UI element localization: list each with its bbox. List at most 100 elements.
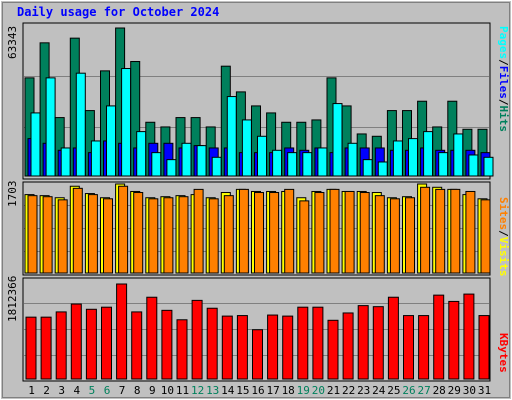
bar-kbytes-day-9 (146, 296, 158, 380)
bar-sites-day-11 (178, 196, 189, 274)
bar-pages-day-13 (211, 156, 222, 177)
bar-sites-day-5 (87, 194, 98, 274)
x-label-day-20: 20 (311, 384, 326, 397)
bars-hits-files-pages (24, 27, 494, 177)
bar-sites-day-15 (238, 188, 249, 274)
x-label-day-1: 1 (28, 384, 35, 397)
bar-pages-day-7 (121, 68, 132, 177)
bar-kbytes-day-12 (191, 299, 203, 380)
bar-kbytes-day-29 (448, 300, 460, 380)
bar-pages-day-14 (226, 96, 237, 177)
bar-kbytes-day-5 (85, 308, 97, 380)
bar-kbytes-day-20 (312, 306, 324, 380)
bar-pages-day-1 (30, 112, 41, 177)
bar-sites-day-9 (148, 198, 159, 274)
bar-sites-day-22 (344, 190, 355, 274)
bar-sites-day-1 (27, 195, 38, 274)
bar-pages-day-16 (257, 135, 267, 177)
bar-sites-day-7 (118, 185, 129, 274)
bar-kbytes-day-24 (372, 306, 384, 380)
bar-sites-day-25 (389, 198, 400, 274)
x-label-day-13: 13 (206, 384, 220, 397)
bar-kbytes-day-21 (327, 319, 339, 380)
bar-sites-day-19 (299, 200, 310, 274)
ymax-label-bottom: 1812366 (6, 275, 19, 322)
bar-pages-day-26 (408, 138, 418, 177)
bar-kbytes-day-4 (70, 303, 82, 380)
bar-kbytes-day-6 (101, 306, 112, 380)
bar-pages-day-21 (332, 103, 343, 177)
x-label-day-27: 27 (417, 384, 431, 397)
bar-pages-day-3 (60, 147, 71, 177)
bar-kbytes-day-28 (433, 294, 445, 380)
x-label-day-31: 31 (477, 384, 492, 397)
bar-kbytes-day-3 (55, 311, 67, 380)
bar-kbytes-day-11 (176, 319, 188, 380)
bar-pages-day-17 (272, 149, 283, 177)
bar-kbytes-day-19 (297, 306, 309, 380)
x-label-day-8: 8 (133, 384, 141, 397)
x-label-day-9: 9 (148, 384, 156, 397)
bar-pages-day-29 (453, 133, 464, 177)
bar-pages-day-6 (106, 105, 116, 177)
bar-pages-day-5 (90, 140, 101, 177)
bar-kbytes-day-18 (282, 315, 294, 380)
bar-kbytes-day-16 (252, 329, 263, 380)
bar-sites-day-10 (163, 197, 174, 274)
x-label-day-29: 29 (447, 384, 461, 397)
bar-pages-day-22 (347, 142, 358, 177)
bar-pages-day-10 (166, 159, 177, 177)
bar-pages-day-24 (377, 161, 388, 177)
bars-visits-sites (24, 183, 491, 274)
bar-sites-day-31 (480, 199, 491, 274)
bar-kbytes-day-2 (40, 316, 52, 380)
bar-kbytes-day-31 (478, 315, 490, 380)
bar-kbytes-day-27 (418, 315, 430, 380)
bar-pages-day-8 (136, 131, 147, 177)
bar-kbytes-day-13 (206, 307, 218, 380)
legend-visits: Visits (497, 236, 510, 277)
bar-sites-day-17 (269, 192, 280, 274)
bar-sites-day-28 (435, 188, 446, 274)
bar-sites-day-23 (359, 192, 370, 274)
bar-sites-day-26 (405, 197, 415, 274)
bar-pages-day-31 (483, 156, 494, 177)
bar-sites-day-27 (420, 186, 431, 274)
x-label-day-10: 10 (160, 384, 175, 397)
legend-mid: Sites/Visits (497, 197, 510, 277)
ymax-label-top: 63343 (6, 25, 19, 59)
x-label-day-15: 15 (236, 384, 250, 397)
x-label-day-2: 2 (43, 384, 50, 397)
legend-sites: Sites (497, 197, 510, 231)
x-label-day-3: 3 (58, 384, 65, 397)
x-label-day-5: 5 (88, 384, 96, 397)
bar-kbytes-day-23 (357, 305, 369, 380)
x-label-day-18: 18 (281, 384, 295, 397)
bar-pages-day-30 (468, 154, 479, 177)
bar-sites-day-2 (42, 196, 53, 274)
bar-pages-day-4 (75, 72, 86, 177)
bar-kbytes-day-17 (267, 314, 279, 380)
bar-pages-day-27 (423, 131, 434, 177)
bar-kbytes-day-7 (116, 283, 128, 380)
bar-sites-day-6 (103, 198, 113, 274)
bar-pages-day-11 (181, 142, 192, 177)
bar-sites-day-8 (133, 192, 144, 274)
bar-pages-day-20 (317, 147, 328, 177)
x-label-day-17: 17 (266, 384, 280, 397)
legend-kbytes: KBytes (497, 333, 510, 373)
bar-pages-day-9 (151, 152, 162, 177)
bar-pages-day-2 (45, 77, 56, 177)
bar-sites-day-13 (208, 198, 219, 274)
x-label-day-16: 16 (251, 384, 265, 397)
bar-sites-day-20 (314, 192, 325, 274)
bar-kbytes-day-25 (387, 296, 399, 380)
chart-title: Daily usage for October 2024 (17, 5, 220, 19)
bar-sites-day-21 (329, 188, 340, 274)
x-label-day-19: 19 (296, 384, 310, 397)
bar-pages-day-15 (241, 119, 252, 177)
x-label-day-21: 21 (326, 384, 341, 397)
legend-bottom: KBytes (497, 333, 510, 373)
